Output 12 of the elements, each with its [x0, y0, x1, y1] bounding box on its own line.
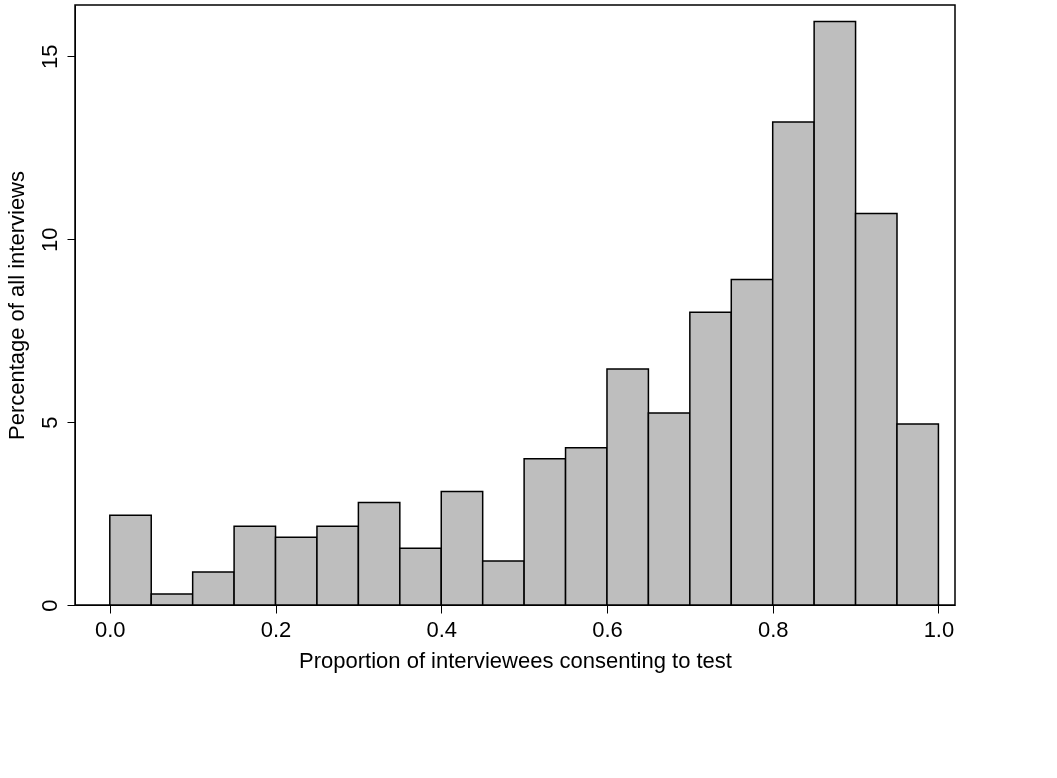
x-tick-label: 0.2 — [260, 616, 292, 642]
y-tick-label: 5 — [36, 416, 62, 429]
y-tick-label: 15 — [36, 44, 62, 69]
y-tick-label: 0 — [36, 599, 62, 612]
y-tick-label: 10 — [36, 227, 62, 252]
x-tick-label: 0.8 — [757, 616, 789, 642]
y-axis-title: Percentage of all interviews — [3, 170, 29, 441]
x-axis-title: Proportion of interviewees consenting to test — [299, 647, 732, 673]
x-tick-label: 1.0 — [923, 616, 955, 642]
x-tick-label: 0.4 — [426, 616, 458, 642]
x-tick-label: 0.6 — [592, 616, 623, 642]
x-tick-label: 0.0 — [95, 616, 126, 642]
